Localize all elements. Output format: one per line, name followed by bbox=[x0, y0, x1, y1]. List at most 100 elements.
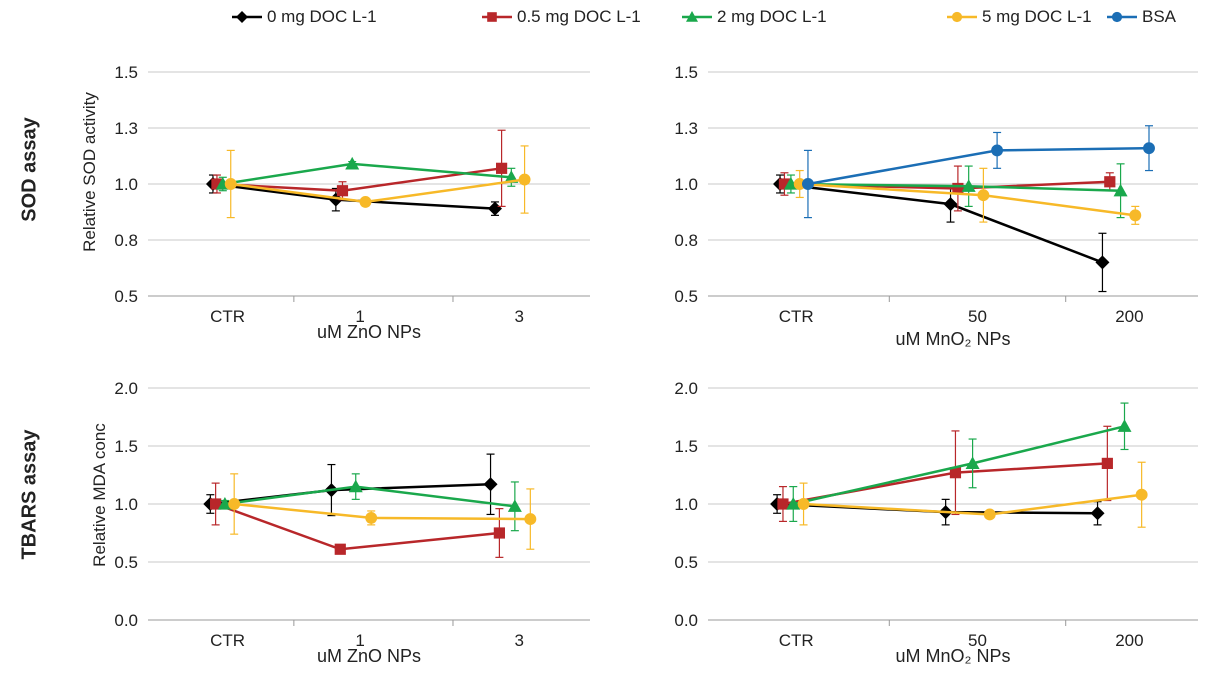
x-tick-label: 1 bbox=[355, 631, 364, 650]
data-point bbox=[493, 527, 505, 539]
y-tick-label: 1.5 bbox=[114, 437, 138, 456]
x-tick-label: 3 bbox=[515, 307, 524, 326]
legend-item-0: 0 mg DOC L-1 bbox=[230, 6, 377, 28]
y-tick-label: 2.0 bbox=[674, 379, 698, 398]
y-tick-label: 1.0 bbox=[114, 175, 138, 194]
y-tick-label: 1.5 bbox=[674, 437, 698, 456]
data-point bbox=[1090, 506, 1105, 521]
legend-label-3: 5 mg DOC L-1 bbox=[982, 7, 1092, 26]
data-point bbox=[365, 511, 378, 524]
data-point bbox=[949, 467, 962, 479]
data-point bbox=[943, 197, 958, 212]
legend-swatch-0 bbox=[232, 11, 262, 23]
y-tick-label: 1.3 bbox=[674, 119, 698, 138]
data-point bbox=[211, 178, 223, 190]
data-point bbox=[786, 497, 801, 510]
chart-legend: 0 mg DOC L-1 0.5 mg DOC L-1 2 mg DOC L-1 5 … bbox=[0, 0, 1213, 36]
legend-item-4: BSA bbox=[1105, 6, 1176, 28]
data-point bbox=[793, 178, 806, 190]
y-tick-label: 0.8 bbox=[674, 231, 698, 250]
data-point bbox=[777, 498, 789, 510]
x-axis-label: uM ZnO NPs bbox=[316, 646, 422, 666]
data-point bbox=[1104, 176, 1116, 188]
data-point bbox=[797, 498, 810, 510]
x-tick-label: 200 bbox=[1115, 307, 1143, 326]
data-point bbox=[1129, 209, 1142, 222]
data-point bbox=[802, 178, 814, 190]
legend-swatch-1 bbox=[482, 12, 512, 22]
legend-swatch-2 bbox=[682, 11, 712, 22]
data-point bbox=[224, 178, 237, 190]
data-point bbox=[1143, 142, 1155, 155]
y-tick-label: 0.5 bbox=[674, 553, 698, 572]
x-tick-label: 200 bbox=[1115, 631, 1143, 650]
legend-marker-2 bbox=[686, 11, 698, 22]
data-point bbox=[334, 543, 346, 555]
data-point bbox=[1113, 183, 1128, 197]
x-tick-label: 3 bbox=[515, 631, 524, 650]
data-point bbox=[965, 456, 980, 469]
y-tick-label: 0.5 bbox=[114, 553, 138, 572]
y-tick-label: 0.8 bbox=[114, 231, 138, 250]
data-point bbox=[359, 195, 372, 208]
legend-item-2: 2 mg DOC L-1 bbox=[680, 6, 827, 28]
y-tick-label: 1.5 bbox=[674, 63, 698, 82]
data-point bbox=[991, 144, 1004, 157]
data-point bbox=[345, 156, 360, 170]
y-tick-label: 0.0 bbox=[114, 611, 138, 630]
x-tick-label: CTR bbox=[210, 631, 245, 650]
legend-marker-3 bbox=[951, 11, 963, 23]
legend-label-2: 2 mg DOC L-1 bbox=[717, 7, 827, 26]
x-tick-label: 50 bbox=[968, 307, 987, 326]
data-point bbox=[518, 173, 531, 186]
x-tick-label: 50 bbox=[968, 631, 987, 650]
y-tick-label: 1.0 bbox=[114, 495, 138, 514]
legend-label-4: BSA bbox=[1142, 7, 1177, 26]
y-tick-label: 1.3 bbox=[114, 119, 138, 138]
data-point bbox=[507, 499, 522, 512]
x-tick-label: 1 bbox=[355, 307, 364, 326]
data-point bbox=[483, 477, 498, 492]
legend-item-1: 0.5 mg DOC L-1 bbox=[480, 6, 641, 28]
y-tick-label: 0.5 bbox=[114, 287, 138, 306]
data-point bbox=[983, 508, 996, 521]
data-point bbox=[1095, 255, 1110, 270]
x-tick-label: CTR bbox=[779, 307, 814, 326]
data-point bbox=[336, 185, 349, 197]
data-point bbox=[1117, 419, 1132, 432]
y-tick-label: 1.0 bbox=[674, 495, 698, 514]
legend-marker-0 bbox=[236, 11, 248, 23]
data-point bbox=[1101, 457, 1113, 469]
data-point bbox=[348, 479, 363, 493]
y-tick-label: 1.0 bbox=[674, 175, 698, 194]
x-axis-label: uM ZnO NPs bbox=[316, 322, 422, 342]
x-axis-label: uM MnO₂ NPs bbox=[895, 646, 1011, 666]
data-point bbox=[778, 178, 791, 190]
data-point bbox=[496, 162, 508, 174]
legend-swatch-4 bbox=[1107, 11, 1137, 23]
data-point bbox=[487, 201, 502, 216]
legend-marker-4 bbox=[1111, 11, 1123, 23]
x-tick-label: CTR bbox=[210, 307, 245, 326]
data-point bbox=[217, 497, 232, 510]
data-point bbox=[1135, 488, 1148, 501]
legend-item-3: 5 mg DOC L-1 bbox=[945, 6, 1092, 28]
data-point bbox=[228, 498, 241, 510]
legend-marker-1 bbox=[487, 12, 497, 22]
x-tick-label: CTR bbox=[779, 631, 814, 650]
data-point bbox=[210, 498, 222, 510]
data-point bbox=[961, 179, 976, 192]
data-point bbox=[524, 513, 537, 526]
y-tick-label: 1.5 bbox=[114, 63, 138, 82]
data-point bbox=[977, 189, 990, 202]
legend-label-1: 0.5 mg DOC L-1 bbox=[517, 7, 641, 26]
y-tick-label: 2.0 bbox=[114, 379, 138, 398]
x-axis-label: uM MnO₂ NPs bbox=[895, 329, 1011, 349]
data-point bbox=[952, 182, 964, 195]
y-tick-label: 0.0 bbox=[674, 611, 698, 630]
y-tick-label: 0.5 bbox=[674, 287, 698, 306]
